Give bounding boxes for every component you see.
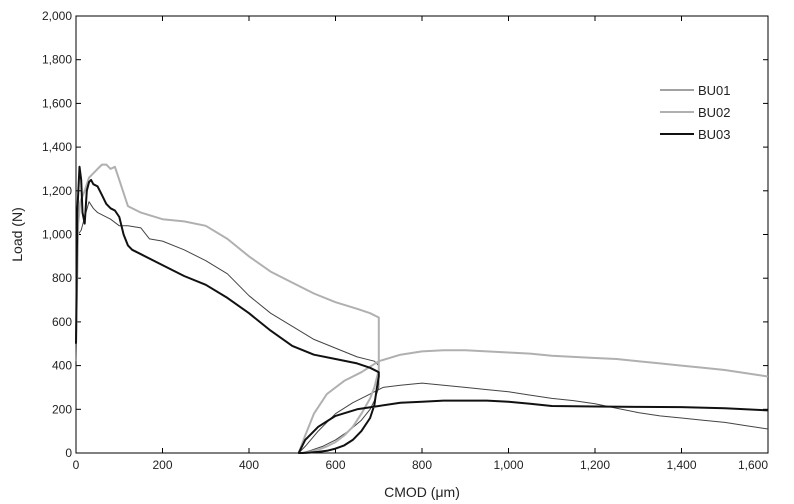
x-tick-label: 200 <box>152 458 172 472</box>
legend-label: BU02 <box>698 105 731 120</box>
x-tick-label: 1,000 <box>493 458 523 472</box>
plot-area <box>75 15 769 454</box>
y-axis: 0 200 400 600 800 1,000 1,200 1,400 1,600 1,800 2,… <box>42 9 768 460</box>
y-tick-label: 1,000 <box>42 228 72 242</box>
y-tick-label: 1,600 <box>42 96 72 110</box>
x-axis-title: CMOD (μm) <box>384 484 460 500</box>
y-tick-label: 1,400 <box>42 140 72 154</box>
y-tick-label: 800 <box>52 271 72 285</box>
y-tick-label: 1,800 <box>42 53 72 67</box>
x-tick-label: 1,600 <box>738 458 768 472</box>
y-axis-title: Load (N) <box>9 207 25 261</box>
series-line-bu01 <box>75 201 769 454</box>
x-tick-label: 0 <box>73 458 80 472</box>
y-tick-label: 2,000 <box>42 9 72 23</box>
y-tick-label: 200 <box>52 402 72 416</box>
y-tick-label: 1,200 <box>42 184 72 198</box>
series-line-bu02 <box>75 163 769 454</box>
plot-box <box>75 15 769 454</box>
legend: BU01 BU02 BU03 <box>660 83 731 142</box>
x-tick-label: 1,200 <box>580 458 610 472</box>
y-tick-label: 0 <box>65 446 72 460</box>
y-tick-label: 600 <box>52 315 72 329</box>
x-tick-label: 800 <box>412 458 432 472</box>
legend-label: BU01 <box>698 83 731 98</box>
x-axis: 0 200 400 600 800 1,000 1,200 1,400 1,600 <box>73 16 769 472</box>
x-tick-label: 1,400 <box>666 458 696 472</box>
series-layer <box>75 163 769 454</box>
legend-label: BU03 <box>698 127 731 142</box>
x-tick-label: 400 <box>239 458 259 472</box>
series-line-bu03 <box>75 165 769 454</box>
x-tick-label: 600 <box>325 458 345 472</box>
y-tick-label: 400 <box>52 359 72 373</box>
